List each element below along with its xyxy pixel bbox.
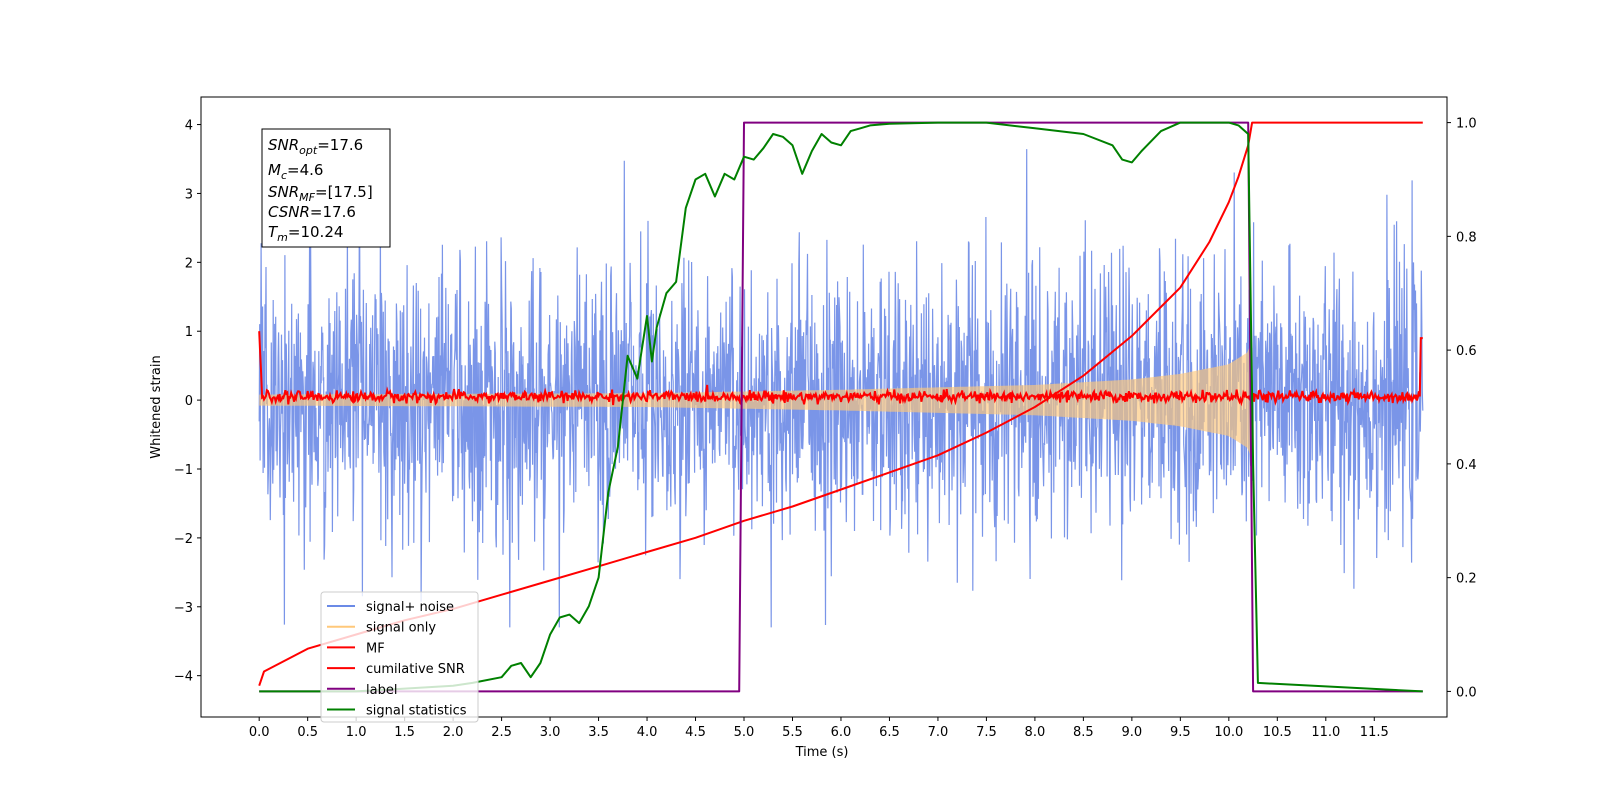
info-snr-opt: SNRopt=17.6: [268, 136, 363, 157]
y-tick-label: 0: [185, 394, 193, 409]
info-snr-mf: SNRMF=[17.5]: [268, 183, 373, 204]
x-tick-label: 2.5: [491, 725, 512, 740]
legend-label-mf: MF: [366, 641, 385, 656]
x-tick-label: 7.5: [976, 725, 997, 740]
y-axis-label: Whitened strain: [149, 355, 164, 458]
x-tick-label: 2.0: [443, 725, 464, 740]
y2-tick-label: 0.8: [1456, 230, 1477, 245]
y2-tick-label: 0.4: [1456, 458, 1477, 473]
x-tick-label: 6.5: [879, 725, 900, 740]
x-tick-label: 0.5: [297, 725, 318, 740]
legend: signal+ noise signal only MF cumilative SNR…: [320, 591, 479, 723]
x-tick-label: 3.0: [540, 725, 561, 740]
legend-label-signal-statistics: signal statistics: [366, 704, 467, 719]
y-tick-label: 2: [185, 256, 193, 271]
x-tick-label: 6.0: [831, 725, 852, 740]
y2-tick-label: 1.0: [1456, 117, 1477, 132]
series-signal-plus-noise: [258, 149, 1424, 628]
y2-tick-label: 0.2: [1456, 572, 1477, 587]
x-tick-label: 3.5: [588, 725, 609, 740]
x-axis: 0.0 0.5 1.0 1.5 2.0 2.5 3.0 3.5 4.0 4.5 5.0 5.5 6.0 6…: [249, 717, 1389, 740]
legend-label-signal-noise: signal+ noise: [366, 600, 454, 615]
x-tick-label: 11.5: [1360, 725, 1389, 740]
y-tick-label: −1: [174, 463, 193, 478]
y2-tick-label: 0.0: [1456, 685, 1477, 700]
info-mc: Mc=4.6: [268, 161, 323, 182]
series-signal-only: [259, 341, 1253, 459]
y-tick-label: −2: [174, 532, 193, 547]
x-tick-label: 8.0: [1025, 725, 1046, 740]
y2-tick-label: 0.6: [1456, 344, 1477, 359]
y-tick-label: −4: [174, 670, 193, 685]
x-tick-label: 5.0: [734, 725, 755, 740]
x-tick-label: 7.0: [928, 725, 949, 740]
legend-label-signal-only: signal only: [366, 621, 436, 636]
y-axis-right: 0.0 0.2 0.4 0.6 0.8 1.0: [1447, 117, 1477, 700]
axes-frame: [200, 96, 1448, 718]
x-tick-label: 9.5: [1170, 725, 1191, 740]
y-tick-label: −3: [174, 601, 193, 616]
y-axis-left: −4 −3 −2 −1 0 1 2 3 4: [174, 119, 201, 685]
x-axis-label: Time (s): [795, 745, 849, 760]
y-tick-label: 1: [185, 325, 193, 340]
x-tick-label: 9.0: [1122, 725, 1143, 740]
info-csnr: CSNR=17.6: [268, 203, 356, 221]
info-tm: Tm=10.24: [268, 223, 343, 244]
x-tick-label: 10.0: [1214, 725, 1243, 740]
x-tick-label: 5.5: [782, 725, 803, 740]
legend-label-label: label: [366, 683, 397, 698]
x-tick-label: 1.0: [346, 725, 367, 740]
x-tick-label: 8.5: [1073, 725, 1094, 740]
series-signal-statistics: [259, 121, 1423, 693]
legend-label-cumilative-snr: cumilative SNR: [366, 662, 465, 677]
series-mf: [258, 331, 1423, 407]
x-tick-label: 4.5: [685, 725, 706, 740]
y-tick-label: 3: [185, 187, 193, 202]
x-tick-label: 10.5: [1263, 725, 1292, 740]
x-tick-label: 1.5: [394, 725, 415, 740]
info-box-frame: [261, 128, 391, 248]
y-tick-label: 4: [185, 119, 193, 134]
legend-frame: [320, 591, 479, 723]
info-box: SNRopt=17.6 Mc=4.6 SNRMF=[17.5] CSNR=17.…: [261, 128, 391, 248]
x-tick-label: 0.0: [249, 725, 270, 740]
x-tick-label: 11.0: [1311, 725, 1340, 740]
series-label: [259, 121, 1423, 693]
x-tick-label: 4.0: [637, 725, 658, 740]
